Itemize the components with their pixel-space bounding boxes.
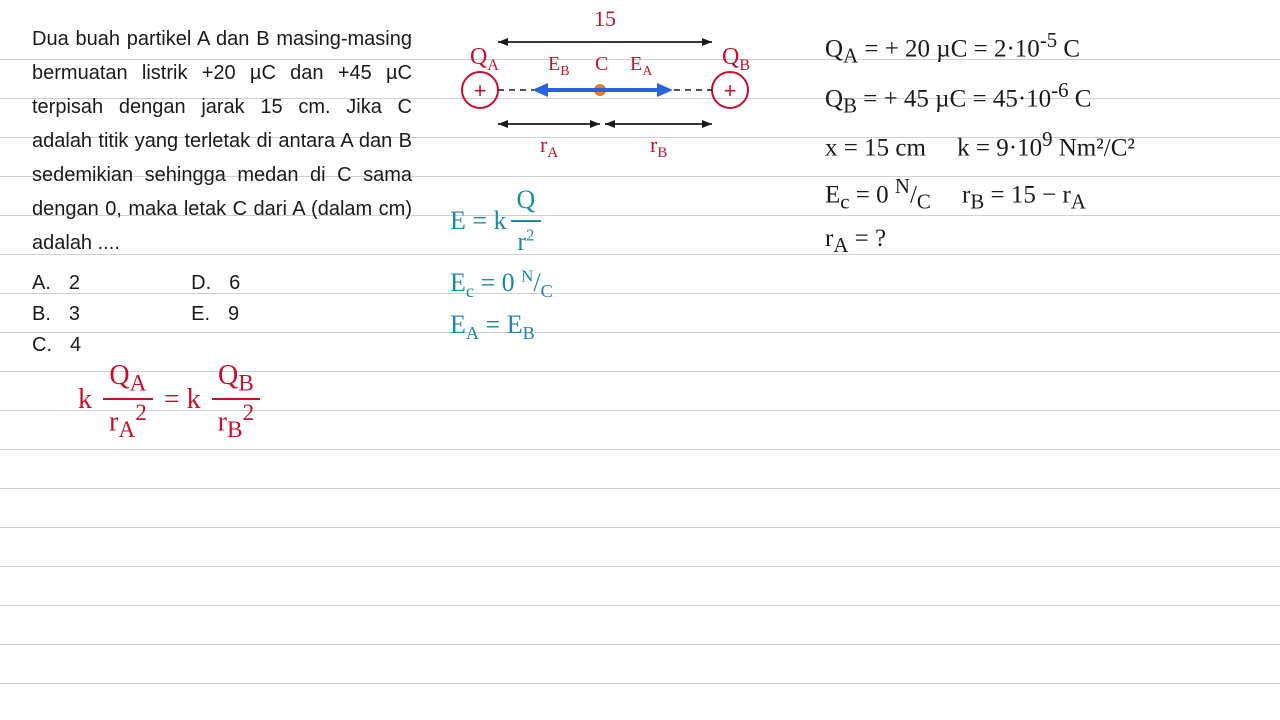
problem-text: Dua buah partikel A dan B masing-masing … bbox=[32, 22, 412, 260]
answer-option: C.4 bbox=[32, 330, 81, 361]
given-line: QA = + 20 µC = 2·10-5 C bbox=[825, 24, 1135, 72]
given-line: Ec = 0 N/C rB = 15 − rA bbox=[825, 170, 1135, 218]
rb-label: rB bbox=[650, 132, 667, 161]
given-values: QA = + 20 µC = 2·10-5 CQB = + 45 µC = 45… bbox=[825, 24, 1135, 263]
answer-option: A.2 bbox=[32, 268, 81, 299]
qa-label: QA bbox=[470, 44, 499, 74]
equations-teal: E = k Q r2 Ec = 0 N/C EA = EB bbox=[450, 180, 553, 347]
ra-label: rA bbox=[540, 132, 558, 161]
svg-text:+: + bbox=[724, 78, 737, 103]
given-line: rA = ? bbox=[825, 220, 1135, 261]
ea-label: EA bbox=[630, 53, 653, 79]
given-line: QB = + 45 µC = 45·10-6 C bbox=[825, 74, 1135, 122]
answer-option: B.3 bbox=[32, 299, 81, 330]
physics-diagram: 15 QA QB EB C EA + + rA rB bbox=[440, 8, 770, 168]
eb-label: EB bbox=[548, 53, 570, 79]
c-label: C bbox=[595, 53, 608, 75]
answer-options: A.2B.3C.4 D.6E.9 bbox=[32, 268, 240, 361]
answer-option: E.9 bbox=[191, 299, 240, 330]
given-line: x = 15 cm k = 9·109 Nm²/C² bbox=[825, 123, 1135, 168]
qb-label: QB bbox=[722, 44, 750, 74]
equation-red: k QA rA2 = k QB rB2 bbox=[78, 360, 264, 444]
answer-option: D.6 bbox=[191, 268, 240, 299]
svg-text:+: + bbox=[474, 78, 487, 103]
distance-label: 15 bbox=[594, 8, 616, 31]
